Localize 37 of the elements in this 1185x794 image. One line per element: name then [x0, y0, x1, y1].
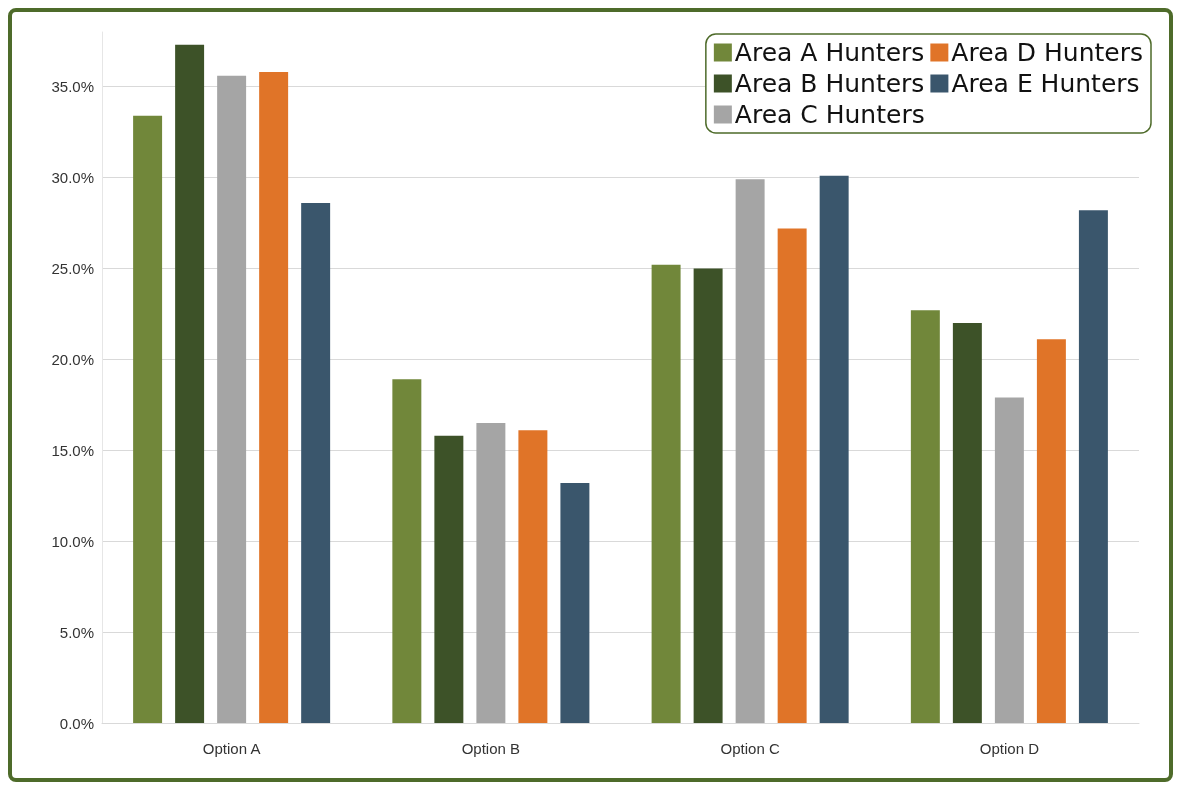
bar: [1036, 339, 1066, 723]
y-tick-label: 25.0%: [51, 259, 94, 277]
y-tick-label: 30.0%: [51, 168, 94, 186]
bar: [910, 310, 940, 723]
bar: [133, 115, 163, 723]
legend-label: Area A Hunters: [734, 38, 925, 67]
x-tick-label: Option A: [202, 740, 261, 757]
bar: [217, 75, 247, 723]
bar: [651, 264, 681, 723]
bar: [1078, 210, 1108, 723]
legend-label: Area D Hunters: [951, 38, 1144, 67]
x-tick-label: Option D: [979, 740, 1040, 757]
x-tick-label: Option C: [720, 740, 780, 757]
legend-label: Area E Hunters: [951, 69, 1140, 98]
bar: [476, 422, 506, 723]
bar: [994, 397, 1024, 723]
legend-label: Area B Hunters: [734, 69, 925, 98]
bar: [735, 179, 765, 723]
bar: [693, 268, 723, 723]
bar: [392, 379, 422, 723]
legend-label: Area C Hunters: [734, 100, 925, 129]
y-tick-label: 20.0%: [51, 350, 94, 368]
y-tick-label: 10.0%: [51, 532, 94, 550]
bar: [952, 322, 982, 723]
y-tick-label: 35.0%: [51, 78, 94, 96]
y-tick-label: 5.0%: [59, 623, 94, 641]
bar: [175, 44, 205, 723]
bar: [301, 202, 331, 723]
bar: [434, 435, 464, 723]
bar: [819, 175, 849, 723]
bar: [518, 430, 548, 723]
bar: [560, 482, 590, 723]
y-tick-label: 0.0%: [59, 714, 94, 732]
bar: [777, 228, 807, 723]
y-tick-label: 15.0%: [51, 441, 94, 459]
x-tick-label: Option B: [461, 740, 521, 757]
bar: [259, 72, 289, 723]
